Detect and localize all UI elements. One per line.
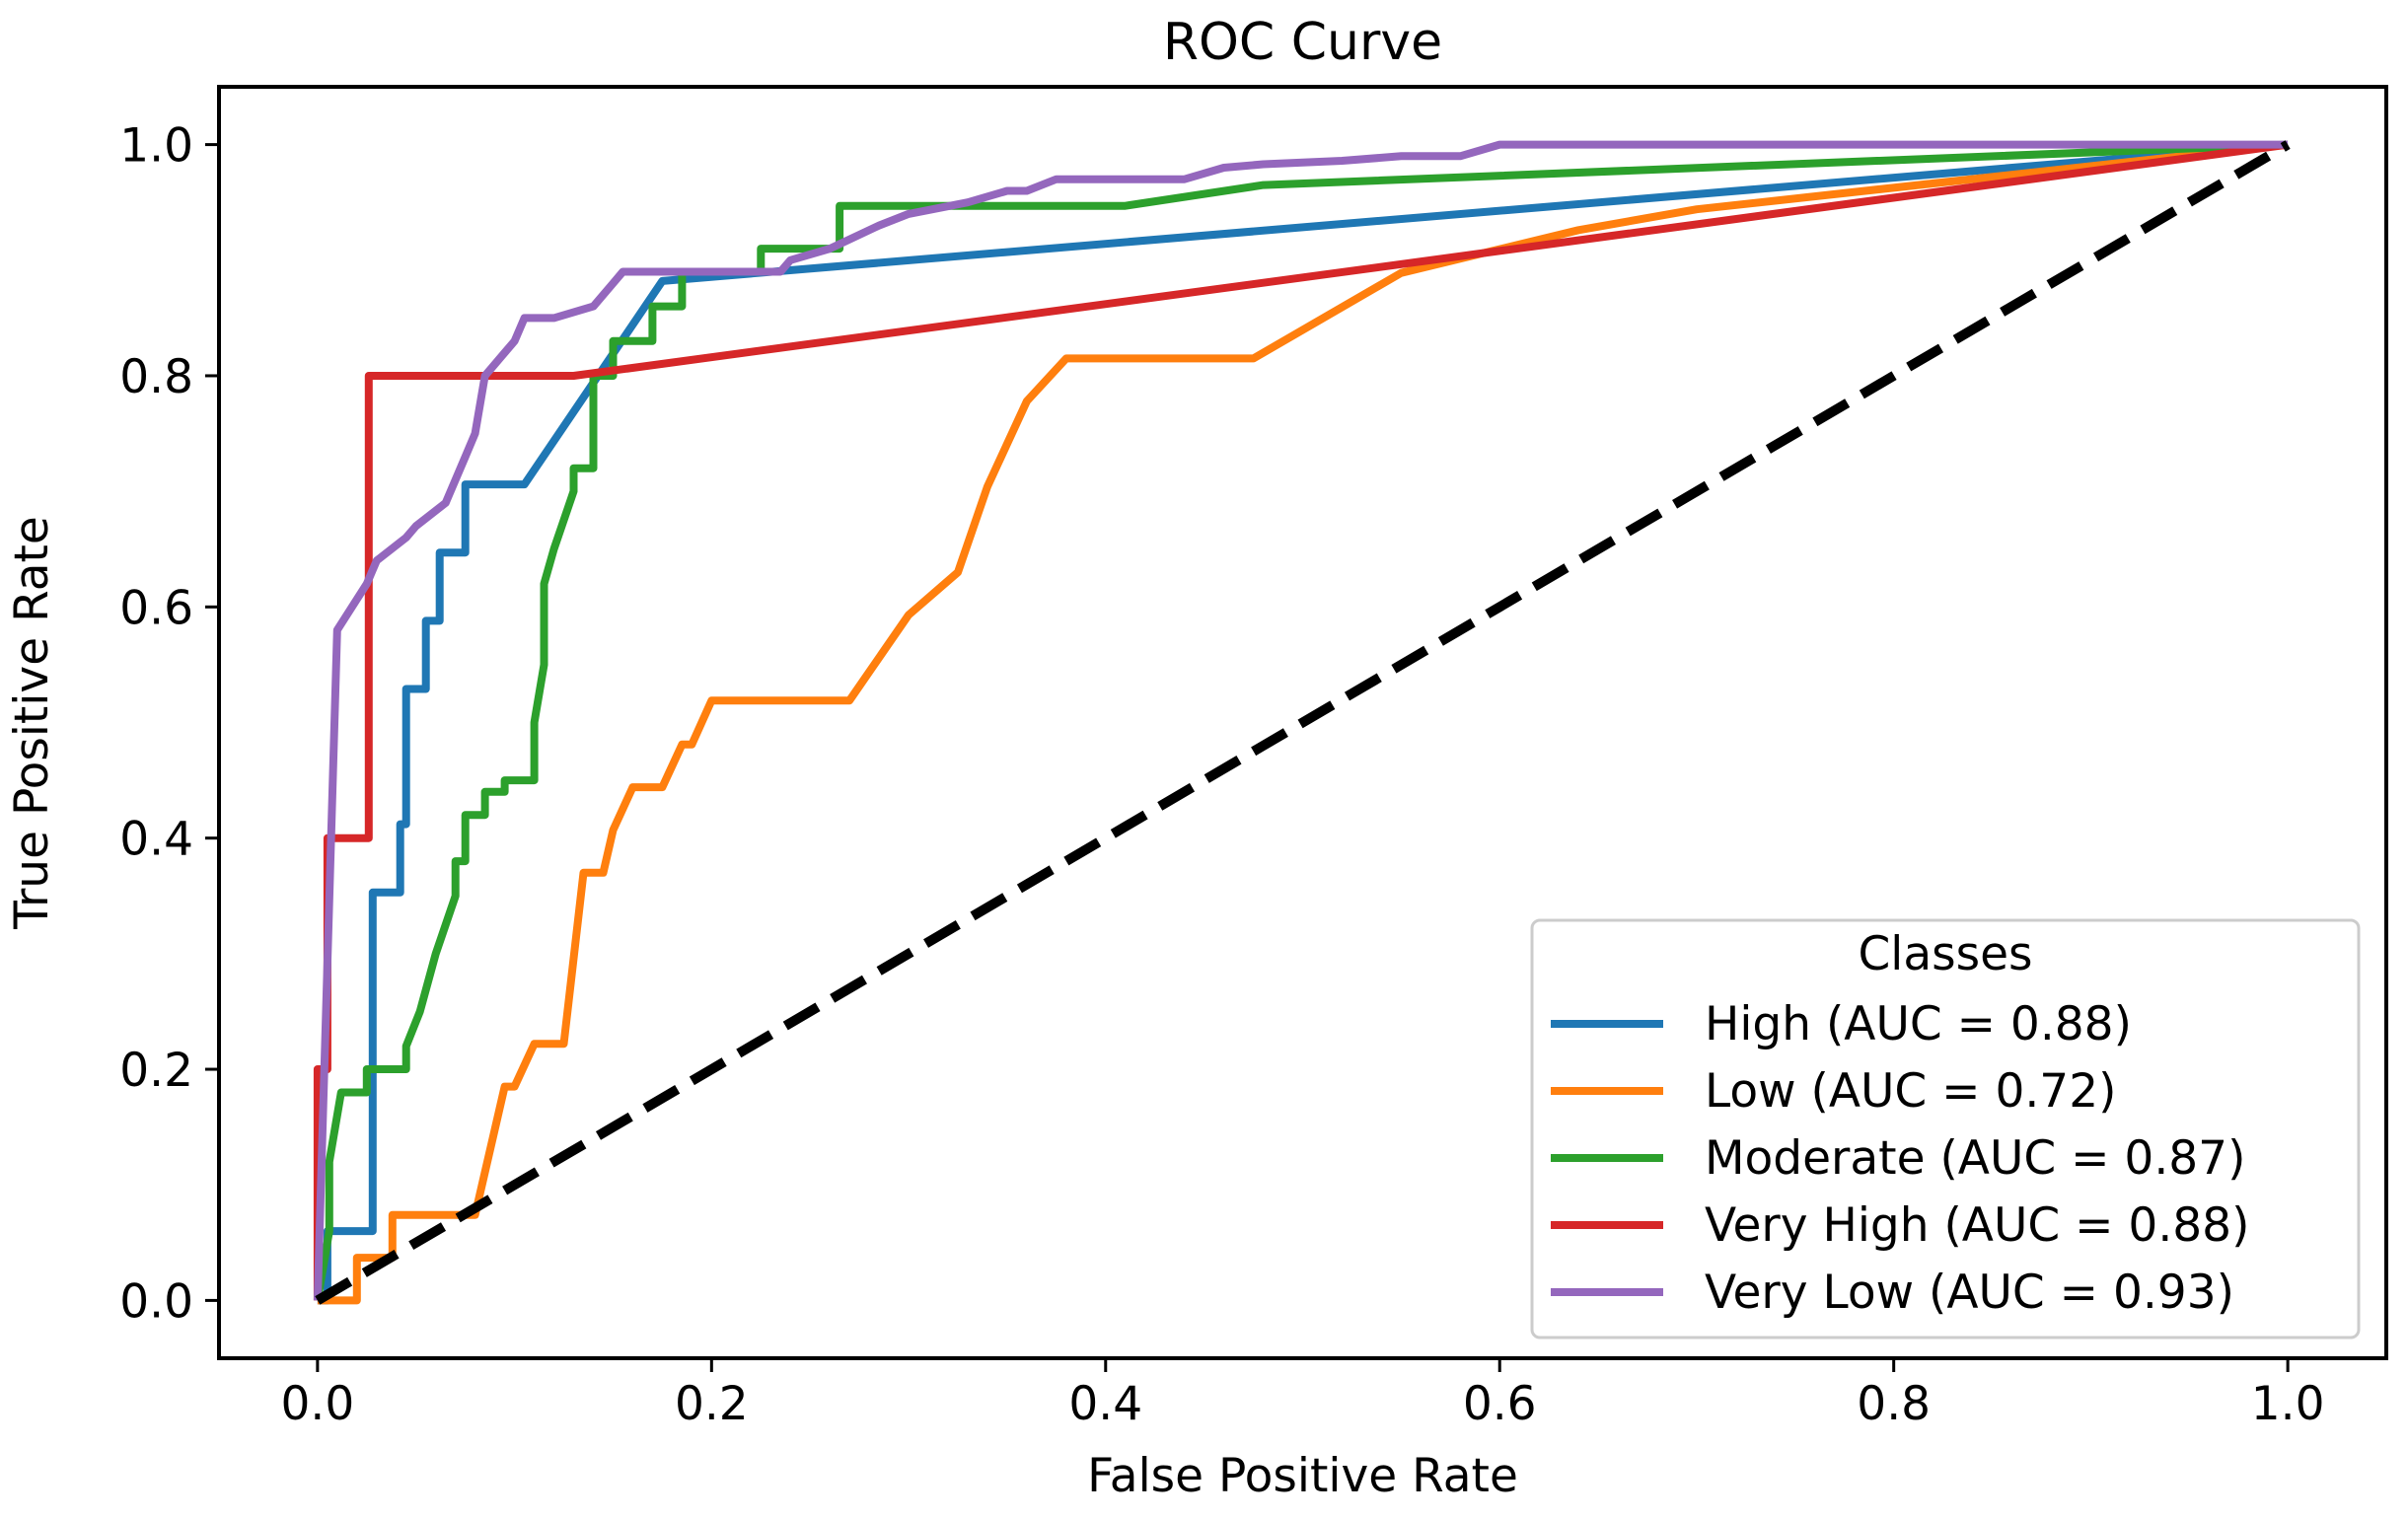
x-tick-label: 0.0 [280, 1377, 354, 1431]
series-line-0 [317, 140, 2289, 1305]
y-tick-label: 0.2 [119, 1044, 193, 1098]
y-tick-label: 0.4 [119, 813, 193, 867]
y-tick-label: 0.8 [119, 350, 193, 404]
y-tick-label: 0.0 [119, 1274, 193, 1329]
x-tick-label: 0.4 [1068, 1377, 1142, 1431]
legend-label-3: Very High (AUC = 0.88) [1705, 1198, 2249, 1253]
x-tick-label: 1.0 [2251, 1377, 2325, 1431]
plot-frame [217, 85, 2388, 1360]
y-axis-label: True Positive Rate [5, 516, 59, 930]
legend-label-0: High (AUC = 0.88) [1705, 997, 2132, 1051]
legend-box [1530, 918, 2361, 1339]
series-line-4 [313, 140, 2289, 1301]
legend-items: High (AUC = 0.88) Low (AUC = 0.72) Moderat… [1551, 997, 2249, 1320]
x-tick-label: 0.6 [1463, 1377, 1537, 1431]
legend: Classes High (AUC = 0.88) Low (AUC = 0.72… [1530, 918, 2361, 1339]
legend-label-4: Very Low (AUC = 0.93) [1705, 1266, 2234, 1320]
legend-label-2: Moderate (AUC = 0.87) [1705, 1131, 2245, 1186]
y-tick-label: 0.6 [119, 581, 193, 635]
x-tick-label: 0.8 [1857, 1377, 1931, 1431]
reference-diagonal-line [315, 140, 2291, 1305]
x-axis-ticks: 0.0 0.2 0.4 0.6 0.8 1.0 [280, 1358, 2325, 1431]
series-layer [313, 140, 2289, 1305]
x-tick-label: 0.2 [675, 1377, 749, 1431]
chart-title: ROC Curve [1163, 13, 1442, 72]
legend-title: Classes [1858, 927, 2032, 981]
legend-label-1: Low (AUC = 0.72) [1705, 1064, 2116, 1119]
y-tick-label: 1.0 [119, 119, 193, 174]
reference-line-layer [315, 140, 2291, 1305]
y-axis-ticks: 0.0 0.2 0.4 0.6 0.8 1.0 [119, 119, 219, 1329]
series-line-1 [317, 140, 2289, 1305]
x-axis-label: False Positive Rate [1087, 1449, 1518, 1503]
